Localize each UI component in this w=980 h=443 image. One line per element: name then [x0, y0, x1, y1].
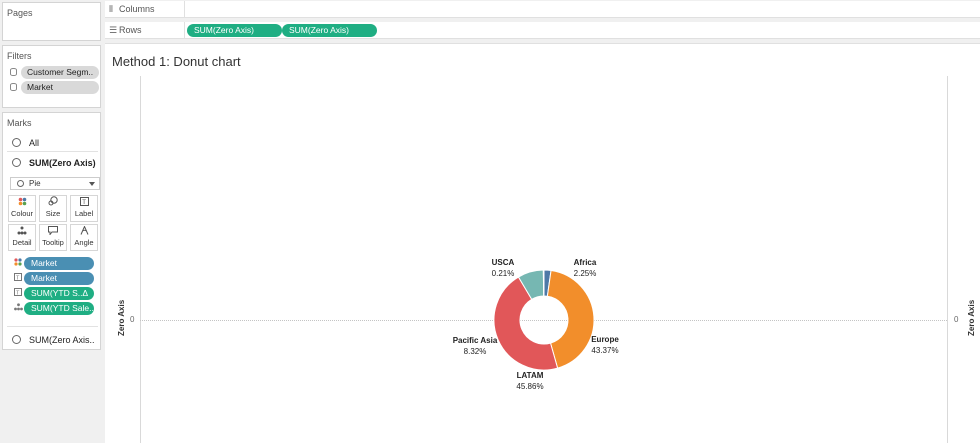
columns-label-text: Columns: [119, 4, 155, 14]
columns-shelf-label: ⦀ Columns: [109, 4, 155, 15]
left-axis-tick: 0: [130, 315, 135, 324]
right-axis-tick: 0: [954, 315, 959, 324]
field-pill-market-label[interactable]: Market: [24, 272, 94, 285]
donut-chart: Africa 2.25% Europe 43.37% LATAM 45.86% Pacifi…: [453, 258, 620, 391]
svg-text:T: T: [82, 200, 86, 206]
columns-shelf[interactable]: ⦀ Columns: [105, 1, 980, 18]
slice-name-europe: Europe: [591, 335, 619, 344]
slice-name-africa: Africa: [574, 258, 597, 267]
tooltip-icon: [40, 225, 66, 238]
rows-pill-zero-axis-1[interactable]: SUM(Zero Axis): [187, 24, 282, 37]
worksheet-view: Method 1: Donut chart Zero Axis 0 Zero A…: [105, 43, 980, 443]
right-axis-line: [947, 76, 948, 443]
divider: [7, 326, 98, 327]
columns-icon: ⦀: [109, 4, 113, 14]
divider: [7, 151, 98, 152]
donut-slice-latam[interactable]: [493, 276, 559, 371]
slice-name-usca: USCA: [492, 258, 515, 267]
field-pill-ytd-sales-detail[interactable]: SUM(YTD Sale..: [24, 302, 94, 315]
field-pill-ytd-sales-label[interactable]: SUM(YTD S.. Δ: [24, 287, 94, 300]
filter-pill-market[interactable]: Market: [21, 81, 99, 94]
slice-value-europe: 43.37%: [591, 346, 618, 355]
label-icon: T: [71, 196, 97, 209]
tooltip-button-label: Tooltip: [42, 238, 64, 247]
label-field-icon: T: [14, 273, 22, 284]
slice-value-usca: 0.21%: [492, 269, 515, 278]
slice-value-latam: 45.86%: [516, 382, 543, 391]
mark-type-value: Pie: [29, 179, 41, 188]
label-button[interactable]: T Label: [70, 195, 98, 222]
size-icon: [40, 196, 66, 209]
rows-shelf-label: ☰ Rows: [109, 25, 142, 36]
detail-icon: [9, 225, 35, 238]
marks-card: Marks All SUM(Zero Axis) Pie Colour Size…: [2, 112, 101, 350]
label-button-label: Label: [74, 209, 94, 218]
size-button[interactable]: Size: [39, 195, 67, 222]
pie-mark-icon: [12, 335, 21, 344]
dimension-icon: [10, 83, 17, 91]
detail-button-label: Detail: [12, 238, 32, 247]
shelf-separator: [184, 1, 185, 18]
all-marks-icon: [12, 138, 21, 147]
rows-label-text: Rows: [119, 25, 142, 35]
colour-icon: [9, 196, 35, 209]
pie-mark-icon: [12, 158, 21, 167]
svg-text:T: T: [16, 291, 20, 297]
rows-pill-zero-axis-2[interactable]: SUM(Zero Axis): [282, 24, 377, 37]
filters-title: Filters: [7, 51, 32, 61]
shelf-separator: [184, 22, 185, 39]
field-pill-text: SUM(YTD S..: [31, 288, 83, 298]
rows-shelf[interactable]: ☰ Rows SUM(Zero Axis) SUM(Zero Axis): [105, 22, 980, 39]
view-title: Method 1: Donut chart: [112, 54, 241, 69]
marks-title: Marks: [7, 118, 32, 128]
tooltip-button[interactable]: Tooltip: [39, 224, 67, 251]
angle-button[interactable]: Angle: [70, 224, 98, 251]
marks-card-zero-axis-2[interactable]: SUM(Zero Axis..: [29, 335, 95, 345]
colour-field-icon: [14, 258, 22, 269]
delta-icon: Δ: [82, 288, 88, 298]
mark-type-dropdown[interactable]: Pie: [10, 177, 100, 190]
dimension-icon: [10, 68, 17, 76]
colour-button[interactable]: Colour: [8, 195, 36, 222]
marks-all[interactable]: All: [29, 138, 40, 148]
zero-line: [140, 320, 947, 321]
chevron-down-icon: [89, 182, 95, 186]
detail-field-icon: [14, 303, 23, 314]
slice-value-pacific-asia: 8.32%: [464, 347, 487, 356]
svg-text:T: T: [16, 276, 20, 282]
donut-slice-europe[interactable]: [546, 269, 595, 369]
size-button-label: Size: [45, 209, 61, 218]
angle-icon: [71, 225, 97, 238]
angle-button-label: Angle: [74, 238, 94, 247]
slice-value-africa: 2.25%: [574, 269, 597, 278]
marks-card-zero-axis[interactable]: SUM(Zero Axis): [29, 158, 96, 168]
label-field-icon: T: [14, 288, 22, 299]
slice-name-pacific-asia: Pacific Asia: [453, 336, 498, 345]
slice-name-latam: LATAM: [517, 371, 544, 380]
left-axis-line: [140, 76, 141, 443]
filters-card: Filters Customer Segm.. Market: [2, 45, 101, 108]
filter-pill-customer-segment[interactable]: Customer Segm..: [21, 66, 99, 79]
detail-button[interactable]: Detail: [8, 224, 36, 251]
field-pill-market-colour[interactable]: Market: [24, 257, 94, 270]
rows-icon: ☰: [109, 25, 118, 35]
left-pane: Pages Filters Customer Segm.. Market Mar…: [0, 0, 103, 443]
colour-button-label: Colour: [10, 209, 34, 218]
pages-title: Pages: [7, 8, 33, 18]
donut-slice-usca[interactable]: [542, 269, 545, 297]
pie-icon: [17, 180, 24, 187]
pages-card: Pages: [2, 2, 101, 41]
